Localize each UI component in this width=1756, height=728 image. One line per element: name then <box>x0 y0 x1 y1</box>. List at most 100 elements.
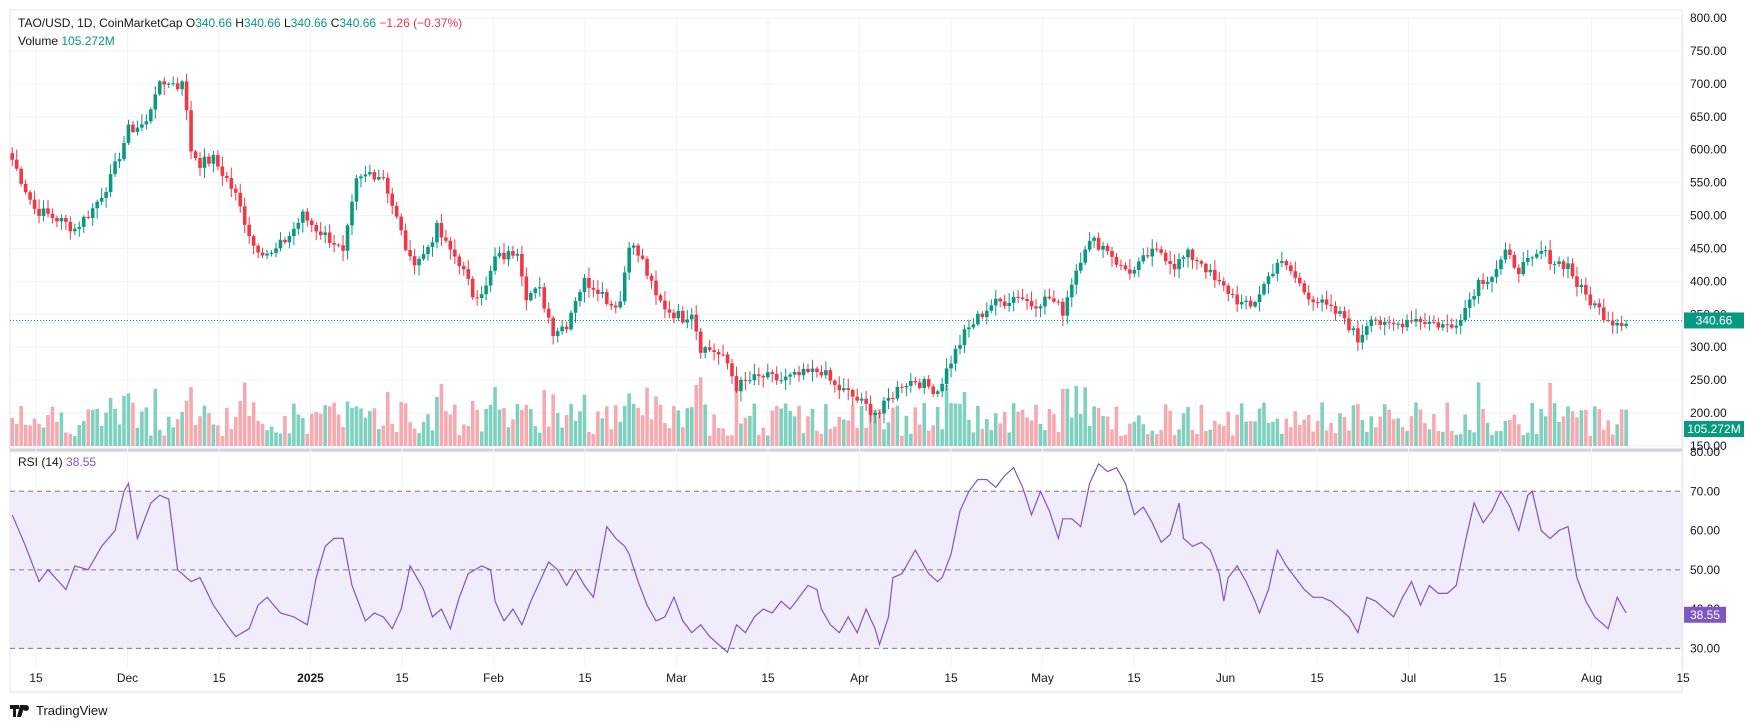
volume-bar <box>1409 416 1414 446</box>
rsi-tick-label: 30.00 <box>1690 641 1720 655</box>
price-axis[interactable]: 800.00 750.00 700.00 650.00 600.00 550.00 500.… <box>1684 11 1744 655</box>
volume-bar <box>783 403 788 446</box>
candle-body <box>229 178 234 189</box>
candle-body <box>743 379 748 381</box>
volume-bar <box>891 407 895 446</box>
volume-bar <box>1128 423 1132 446</box>
volume-bar <box>1481 408 1485 446</box>
volume-bar <box>497 409 502 446</box>
volume-bar <box>216 425 220 446</box>
candle-body <box>1561 261 1566 270</box>
candle-body <box>149 109 153 122</box>
volume-bar <box>980 429 985 446</box>
volume-bar <box>1512 414 1517 446</box>
volume-bar <box>198 416 202 446</box>
candle-body <box>1105 245 1110 252</box>
volume-bar <box>788 410 792 446</box>
volume-bar <box>904 415 909 446</box>
candle-body <box>855 396 859 401</box>
volume-bar <box>1356 404 1360 446</box>
symbol-title[interactable]: TAO/USD, 1D, CoinMarketCap <box>18 16 183 30</box>
volume-bar <box>757 434 761 446</box>
candle-body <box>1570 263 1575 277</box>
volume-bar <box>900 435 904 446</box>
candle-body <box>837 384 842 391</box>
volume-bar <box>685 408 690 446</box>
rsi-legend[interactable]: RSI (14) 38.55 <box>18 455 96 469</box>
candle-body <box>233 188 238 193</box>
volume-bar <box>774 406 779 446</box>
candle-body <box>354 178 359 202</box>
volume-bar <box>479 431 484 446</box>
candle-body <box>1338 311 1342 314</box>
volume-bar <box>1441 431 1445 446</box>
volume-bar <box>761 427 766 446</box>
candle-body <box>1253 302 1257 307</box>
volume-bar <box>1087 425 1092 446</box>
candle-body <box>1052 298 1056 302</box>
candle-body <box>1306 292 1311 300</box>
ohlc-legend[interactable]: TAO/USD, 1D, CoinMarketCap O340.66 H340.… <box>18 16 462 30</box>
volume-bar <box>694 384 699 446</box>
volume-legend[interactable]: Volume 105.272M <box>18 34 115 48</box>
low-value: 340.66 <box>290 16 328 30</box>
volume-bar <box>931 425 935 446</box>
candle-body <box>587 277 591 288</box>
volume-bar <box>797 405 801 446</box>
candle-body <box>1387 321 1391 323</box>
volume-bar <box>363 417 368 446</box>
candle-body <box>1056 301 1061 303</box>
candle-body <box>461 266 466 270</box>
candle-body <box>1226 285 1231 294</box>
volume-bar <box>1494 431 1499 446</box>
candle-body <box>86 216 91 218</box>
volume-bar <box>801 433 806 446</box>
time-tick-label: 15 <box>1676 671 1690 685</box>
volume-bar <box>1548 382 1552 446</box>
candle-body <box>68 221 73 232</box>
volume-bar <box>864 427 868 446</box>
volume-bar <box>1199 405 1204 446</box>
volume-bar <box>1078 413 1083 446</box>
candle-body <box>1378 320 1383 325</box>
candle-body <box>1297 277 1302 284</box>
volume-bar <box>14 424 19 446</box>
time-tick-label: 15 <box>944 671 958 685</box>
candle-body <box>1092 237 1096 241</box>
volume-bar <box>135 427 140 446</box>
volume-bar <box>1387 409 1391 446</box>
candle-body <box>886 398 891 401</box>
volume-bar <box>247 415 251 446</box>
volume-bar <box>1543 416 1548 446</box>
volume-bar <box>1338 413 1342 446</box>
time-axis[interactable]: 15 Dec 15 2025 15 Feb 15 Mar 15 Apr 15 May 15 Jun 15 Ju… <box>29 671 1690 685</box>
volume-bar <box>944 384 949 446</box>
volume-bar <box>345 401 350 446</box>
volume-bar <box>765 435 770 446</box>
candle-body <box>484 285 488 295</box>
volume-bar <box>1329 422 1333 446</box>
volume-bar <box>403 403 408 446</box>
volume-bar <box>10 418 15 446</box>
volume-bar <box>180 411 184 446</box>
volume-bar <box>752 403 757 446</box>
price-tick-label: 600.00 <box>1690 143 1727 157</box>
candle-body <box>341 245 345 251</box>
volume-bar <box>1517 424 1521 446</box>
candle-body <box>1320 299 1324 303</box>
volume-bar <box>1579 410 1584 446</box>
candle-body <box>1065 297 1070 316</box>
volume-bar <box>833 426 837 446</box>
candle-body <box>309 220 314 226</box>
volume-bar <box>1083 387 1087 446</box>
candle-body <box>1025 299 1029 302</box>
volume-bar <box>976 406 980 446</box>
volume-bar <box>283 415 287 446</box>
candle-body <box>77 226 82 229</box>
tradingview-logo[interactable]: TradingView <box>10 703 108 718</box>
candle-body <box>993 298 998 306</box>
volume-bar <box>394 432 399 446</box>
candle-body <box>712 350 716 352</box>
volume-bar <box>1382 404 1387 446</box>
